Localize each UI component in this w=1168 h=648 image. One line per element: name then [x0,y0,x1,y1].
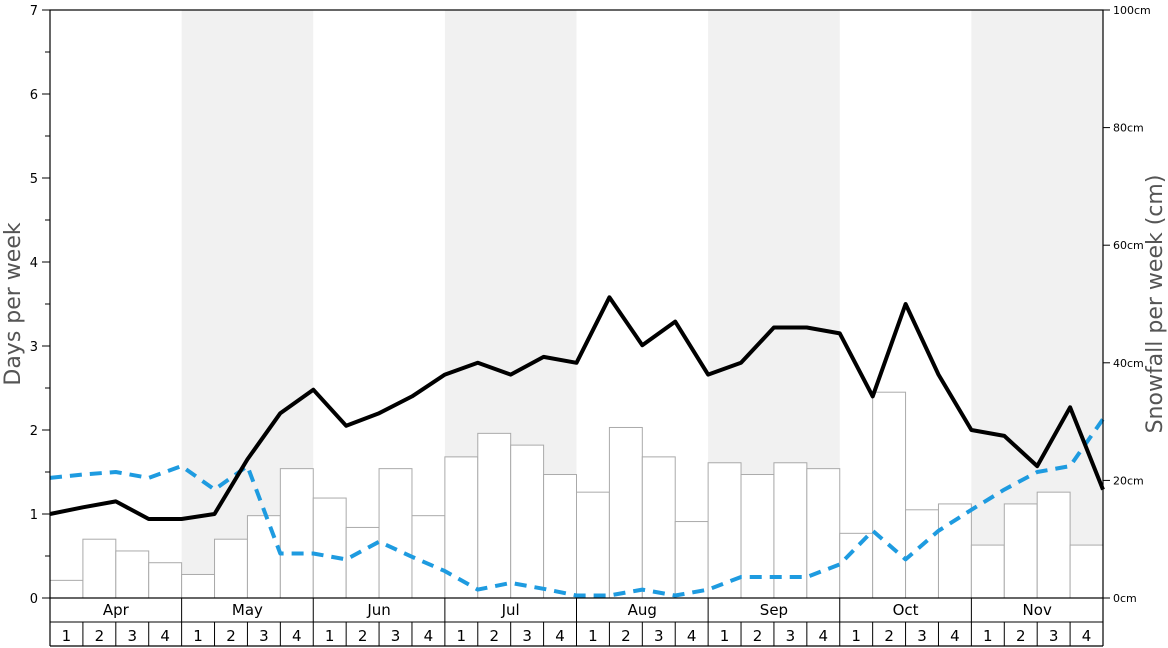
week-label: 3 [654,627,664,645]
snowfall-bar [82,538,117,599]
week-label: 2 [358,627,368,645]
left-tick-label: 0 [30,592,38,607]
month-label-aug: Aug [628,601,657,619]
series-lines [49,295,1105,598]
left-axis-ticks: 0 1 2 3 4 5 6 7 [30,4,50,607]
right-tick-label: 100cm [1113,4,1151,17]
month-label-apr: Apr [103,601,130,619]
month-label-sep: Sep [760,601,788,619]
right-tick-label: 40cm [1113,357,1144,370]
snowfall-bar [181,573,216,599]
month-label-row: Apr May Jun Jul Aug Sep Oct Nov [49,598,1104,646]
dashed-series-line [49,417,1105,598]
left-tick-label: 5 [30,172,38,187]
snowfall-bar [839,532,874,599]
left-tick-label: 6 [30,88,38,103]
month-label-nov: Nov [1023,601,1052,619]
week-label: 2 [621,627,631,645]
snowfall-bars [49,391,1104,599]
week-label: 3 [522,627,532,645]
snowfall-bar [148,562,183,599]
week-label: 4 [424,627,434,645]
month-label-may: May [232,601,263,619]
snowfall-bar [312,497,347,599]
week-label: 3 [917,627,927,645]
week-label: 4 [1082,627,1092,645]
week-label: 3 [786,627,796,645]
snowfall-bar [543,474,577,599]
snowfall-bar [345,526,380,599]
snowfall-bar [1003,503,1038,599]
week-label: 1 [193,627,203,645]
snowfall-bar [1069,544,1104,599]
snowfall-bar [707,462,742,599]
snowfall-bar [970,544,1005,599]
week-label: 1 [720,627,730,645]
snowfall-bar [279,468,314,599]
right-axis-ticks: 0cm 20cm 40cm 60cm 80cm 100cm [1103,4,1151,605]
snowfall-bar [378,468,413,599]
snowfall-bar [214,538,248,599]
week-label: 1 [325,627,335,645]
left-axis-title: Days per week [1,222,26,385]
snowfall-bar [740,474,775,599]
week-label: 2 [489,627,499,645]
right-tick-label: 20cm [1113,474,1144,487]
right-tick-label: 80cm [1113,122,1144,135]
snowfall-bar [444,456,479,599]
week-label: 2 [1016,627,1026,645]
month-label-jul: Jul [501,601,520,619]
week-label: 4 [160,627,170,645]
week-label: 1 [588,627,598,645]
week-label: 4 [555,627,565,645]
left-tick-label: 3 [30,340,38,355]
snowfall-bar [115,550,150,599]
week-label-row: 1 2 3 4 1 2 3 4 1 2 3 4 1 2 3 4 1 2 3 4 1 2 3 4 1 2 3 4 1 2 3 4 [50,622,1103,647]
week-label: 2 [95,627,105,645]
week-label: 4 [819,627,829,645]
snowfall-bar [411,515,446,599]
snowfall-bar [246,515,281,599]
week-label: 3 [391,627,401,645]
week-label: 2 [226,627,236,645]
week-label: 2 [753,627,763,645]
month-label-jun: Jun [366,601,390,619]
week-label: 3 [259,627,269,645]
snowfall-bar [576,491,610,599]
week-label: 1 [457,627,467,645]
week-label: 1 [62,627,72,645]
month-label-oct: Oct [893,601,919,619]
week-label: 1 [851,627,861,645]
left-tick-label: 7 [30,4,38,19]
snowfall-bar [477,432,512,599]
snowfall-bar [806,468,841,599]
snowfall-bar [608,426,643,599]
month-shading [181,10,1103,598]
left-tick-label: 2 [30,424,38,439]
snowfall-bar [49,579,84,599]
week-label: 4 [292,627,302,645]
right-axis-title: Snowfall per week (cm) [1143,175,1168,434]
week-label: 4 [687,627,697,645]
solid-series-line [49,295,1105,521]
week-label: 1 [983,627,993,645]
right-tick-label: 60cm [1113,239,1144,252]
snowfall-bar [1036,491,1071,599]
week-label: 4 [950,627,960,645]
snowfall-bar [674,521,709,599]
snowfall-bar [641,456,676,599]
snowfall-bar [510,444,545,599]
left-tick-label: 4 [30,256,38,271]
week-label: 3 [1049,627,1059,645]
left-tick-label: 1 [30,508,38,523]
week-label: 2 [884,627,894,645]
right-tick-label: 0cm [1113,592,1137,605]
snowfall-bar [872,391,907,599]
week-label: 3 [127,627,137,645]
